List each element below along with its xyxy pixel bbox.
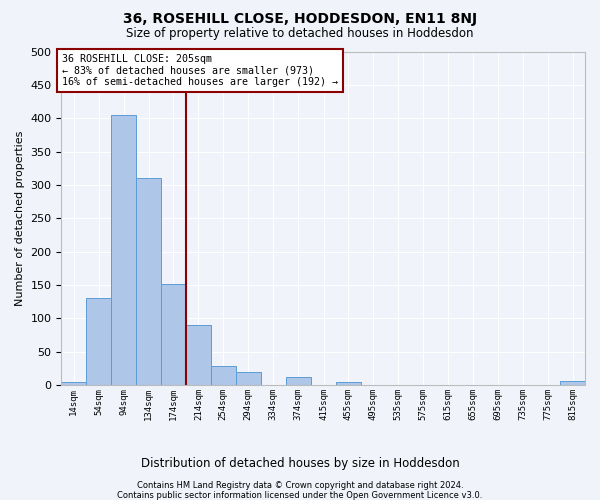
Text: 36 ROSEHILL CLOSE: 205sqm
← 83% of detached houses are smaller (973)
16% of semi: 36 ROSEHILL CLOSE: 205sqm ← 83% of detac… <box>62 54 338 86</box>
Text: Size of property relative to detached houses in Hoddesdon: Size of property relative to detached ho… <box>126 28 474 40</box>
Text: Contains HM Land Registry data © Crown copyright and database right 2024.: Contains HM Land Registry data © Crown c… <box>137 481 463 490</box>
Bar <box>236 372 260 385</box>
Bar <box>560 381 585 385</box>
Bar <box>161 284 186 385</box>
Bar <box>211 366 236 385</box>
Bar <box>111 115 136 385</box>
Text: Distribution of detached houses by size in Hoddesdon: Distribution of detached houses by size … <box>140 458 460 470</box>
Text: 36, ROSEHILL CLOSE, HODDESDON, EN11 8NJ: 36, ROSEHILL CLOSE, HODDESDON, EN11 8NJ <box>123 12 477 26</box>
Bar <box>336 382 361 385</box>
Y-axis label: Number of detached properties: Number of detached properties <box>15 130 25 306</box>
Bar <box>286 377 311 385</box>
Bar <box>136 178 161 385</box>
Bar <box>86 298 111 385</box>
Text: Contains public sector information licensed under the Open Government Licence v3: Contains public sector information licen… <box>118 491 482 500</box>
Bar <box>186 325 211 385</box>
Bar <box>61 382 86 385</box>
